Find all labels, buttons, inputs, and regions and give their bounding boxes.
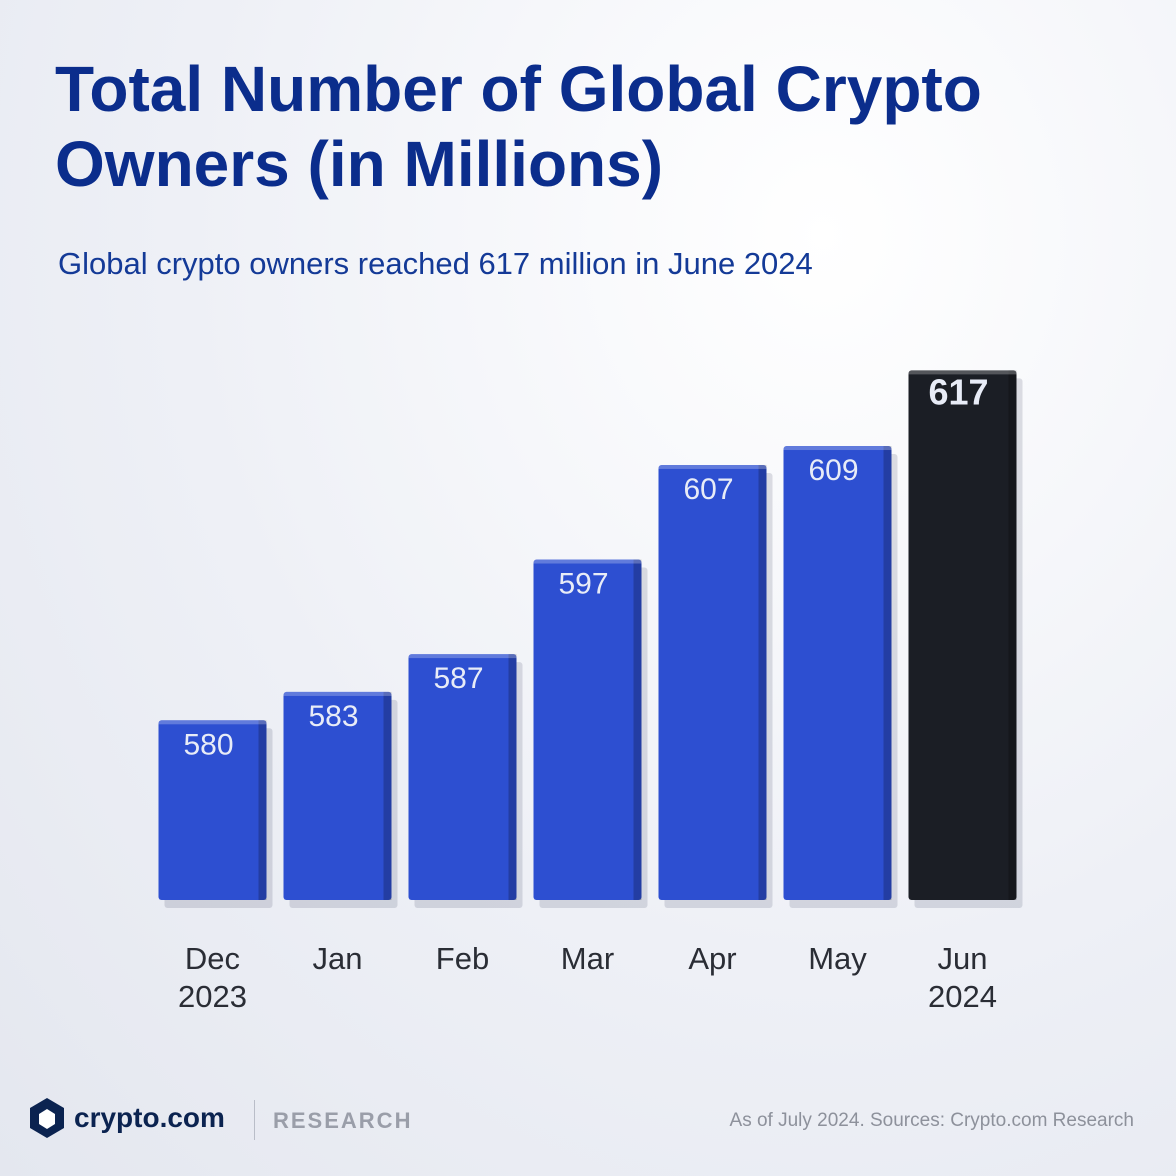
x-tick-label: May xyxy=(808,941,867,976)
value-label: 607 xyxy=(683,473,733,506)
bar xyxy=(283,691,392,900)
bar-top xyxy=(783,446,892,451)
value-label: 580 xyxy=(183,728,233,761)
bar-top xyxy=(658,464,767,469)
brand: crypto.com xyxy=(74,1102,225,1133)
bar xyxy=(158,720,267,900)
source-note: As of July 2024. Sources: Crypto.com Res… xyxy=(729,1110,1134,1131)
value-label: 583 xyxy=(308,700,358,733)
chart-title: Total Number of Global Crypto Owners (in… xyxy=(55,53,982,200)
value-label: 609 xyxy=(808,454,858,487)
bar xyxy=(658,464,767,900)
bar-top xyxy=(283,691,392,696)
x-tick-label: Apr xyxy=(688,941,737,976)
bar xyxy=(908,370,1017,900)
chart-subtitle: Global crypto owners reached 617 million… xyxy=(58,246,813,281)
bar-top xyxy=(158,720,267,725)
x-tick-label: Jan xyxy=(312,941,363,976)
bar xyxy=(533,559,642,900)
bar-side xyxy=(258,720,267,900)
separator xyxy=(254,1100,255,1140)
x-tick-label: Dec 2023 xyxy=(178,941,247,1014)
bar-top xyxy=(533,559,642,564)
bar-side xyxy=(508,654,517,900)
x-tick-label: Mar xyxy=(560,941,615,976)
bar-side xyxy=(383,691,392,900)
bar-side xyxy=(883,446,892,900)
bar-side xyxy=(758,464,767,900)
value-label: 617 xyxy=(928,371,988,412)
value-label: 587 xyxy=(433,662,483,695)
section-label: RESEARCH xyxy=(273,1108,413,1133)
x-tick-label: Feb xyxy=(435,941,490,976)
bar-side xyxy=(633,559,642,900)
bar-top xyxy=(908,370,1017,375)
brand-logo xyxy=(30,1098,64,1138)
bar-top xyxy=(408,654,517,659)
bar-side xyxy=(1008,370,1017,900)
bar xyxy=(408,654,517,900)
value-label: 597 xyxy=(558,568,608,601)
x-tick-label: Jun 2024 xyxy=(928,941,997,1014)
bar xyxy=(783,446,892,900)
